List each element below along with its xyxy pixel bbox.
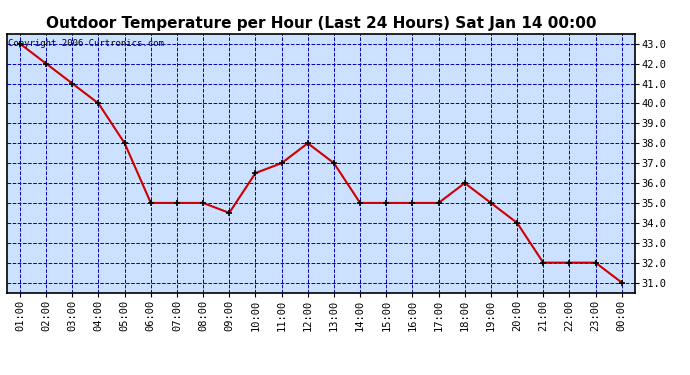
Title: Outdoor Temperature per Hour (Last 24 Hours) Sat Jan 14 00:00: Outdoor Temperature per Hour (Last 24 Ho… xyxy=(46,16,596,31)
Text: Copyright 2006 Curtronics.com: Copyright 2006 Curtronics.com xyxy=(8,39,164,48)
